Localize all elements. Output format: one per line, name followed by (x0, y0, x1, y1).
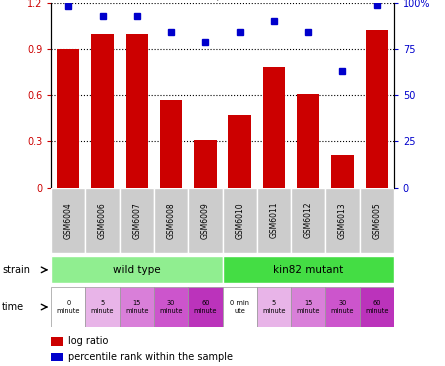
Bar (85, 287, 120, 327)
Bar (188, 188, 222, 253)
Bar (51, 337, 63, 346)
Bar (291, 287, 325, 327)
Bar (263, 67, 285, 188)
Bar (331, 155, 354, 188)
Text: kin82 mutant: kin82 mutant (273, 265, 343, 275)
Text: GSM6011: GSM6011 (269, 202, 279, 239)
Text: 30
minute: 30 minute (159, 300, 183, 314)
Bar (291, 188, 325, 253)
Text: 15
minute: 15 minute (125, 300, 149, 314)
Bar (325, 188, 360, 253)
Text: log ratio: log ratio (69, 336, 109, 346)
Text: GSM6004: GSM6004 (64, 202, 73, 239)
Bar (188, 287, 222, 327)
Text: wild type: wild type (113, 265, 161, 275)
Bar (365, 30, 388, 188)
Bar (325, 287, 360, 327)
Bar (360, 188, 394, 253)
Text: 60
minute: 60 minute (194, 300, 217, 314)
Bar (160, 100, 182, 188)
Text: GSM6010: GSM6010 (235, 202, 244, 239)
Bar (360, 287, 394, 327)
Text: GSM6006: GSM6006 (98, 202, 107, 239)
Text: GSM6005: GSM6005 (372, 202, 381, 239)
Text: GSM6009: GSM6009 (201, 202, 210, 239)
Text: 5
minute: 5 minute (91, 300, 114, 314)
Bar (120, 188, 154, 253)
Text: 5
minute: 5 minute (262, 300, 286, 314)
Text: 0 min
ute: 0 min ute (230, 300, 249, 314)
Text: time: time (2, 302, 24, 312)
Text: GSM6013: GSM6013 (338, 202, 347, 239)
Bar (51, 188, 85, 253)
Bar (51, 256, 223, 283)
Bar (85, 188, 120, 253)
Bar (297, 94, 320, 188)
Bar (51, 352, 63, 361)
Bar (194, 140, 217, 188)
Text: GSM6008: GSM6008 (166, 202, 176, 239)
Text: percentile rank within the sample: percentile rank within the sample (69, 352, 233, 362)
Bar (228, 115, 251, 188)
Bar (257, 287, 291, 327)
Bar (51, 287, 85, 327)
Bar (154, 188, 188, 253)
Text: strain: strain (2, 265, 30, 275)
Text: GSM6007: GSM6007 (132, 202, 142, 239)
Bar (222, 188, 257, 253)
Text: 60
minute: 60 minute (365, 300, 388, 314)
Bar (91, 34, 114, 188)
Bar (154, 287, 188, 327)
Bar (120, 287, 154, 327)
Bar (257, 188, 291, 253)
Text: 0
minute: 0 minute (57, 300, 80, 314)
Bar (222, 256, 394, 283)
Bar (57, 49, 80, 188)
Text: GSM6012: GSM6012 (303, 202, 313, 239)
Bar (222, 287, 257, 327)
Bar (125, 34, 148, 188)
Title: GDS281 / YDL078C: GDS281 / YDL078C (162, 0, 283, 1)
Text: 30
minute: 30 minute (331, 300, 354, 314)
Text: 15
minute: 15 minute (296, 300, 320, 314)
